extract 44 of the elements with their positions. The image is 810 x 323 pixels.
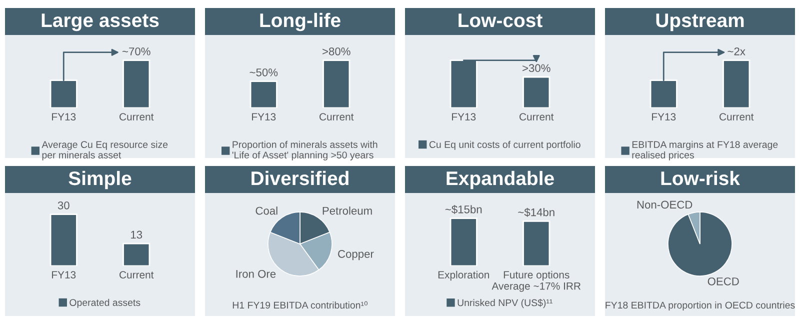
- x-tick-label: Current: [520, 113, 554, 121]
- x-tick-label: FY13: [52, 113, 76, 121]
- x-tick-label: FY13: [52, 271, 76, 279]
- x-tick-label: Current: [120, 271, 154, 279]
- text: ~2x: [728, 47, 746, 56]
- slice-label: OECD: [708, 277, 739, 286]
- legend-label: Operated assets: [70, 298, 140, 308]
- text: ~$15bn: [445, 205, 482, 214]
- chart-title: Low-risk: [661, 170, 740, 186]
- slice-label: Coal: [256, 206, 278, 215]
- chart-title: Simple: [68, 170, 132, 190]
- text: ~50%: [250, 68, 278, 76]
- pie-slice: [668, 212, 732, 276]
- chart-title: Expandable: [446, 170, 554, 190]
- x-tick-label: Current: [120, 113, 154, 121]
- chart-title: Large assets: [42, 14, 159, 32]
- slice-label: Non-OECD: [637, 200, 692, 209]
- x-tick-label: FY13: [252, 113, 276, 121]
- chart-title: Low-cost: [458, 14, 542, 28]
- text: ~70%: [122, 47, 150, 56]
- x-tick-label: Current: [720, 113, 754, 121]
- legend-label: Cu Eq unit costs of current portfolio: [429, 140, 580, 150]
- legend-label: Proportion of minerals assets with 'Life of Asset' planning >50 years: [232, 140, 378, 160]
- slice-label: Petroleum: [322, 206, 372, 215]
- text: FY18 EBITDA proportion in OECD countries: [606, 301, 795, 311]
- chart-title: Upstream: [656, 14, 744, 32]
- x-tick-label: FY13: [652, 113, 676, 121]
- x-tick-label: Exploration: [438, 270, 490, 281]
- chart-title: Long-life: [260, 12, 340, 32]
- data-label: 30: [58, 201, 70, 210]
- x-tick-label: Future options Average ~17% IRR: [492, 270, 581, 292]
- text: >80%: [322, 47, 350, 56]
- text: H1 FY19 EBITDA contribution¹⁰: [232, 301, 368, 309]
- x-tick-label: Current: [320, 113, 354, 121]
- text: ~$14bn: [518, 208, 554, 217]
- legend-label: Average Cu Eq resource size per minerals asset: [42, 140, 168, 160]
- legend-label: Unrisked NPV (US$)¹¹: [458, 298, 552, 308]
- text: >30%: [522, 64, 550, 72]
- x-tick-label: FY13: [452, 113, 476, 121]
- slice-label: Copper: [338, 250, 374, 260]
- data-label: 13: [131, 230, 142, 239]
- legend-label: EBITDA margins at FY18 average realised prices: [632, 140, 778, 160]
- slice-label: Iron Ore: [236, 270, 276, 278]
- chart-title: Diversified: [252, 170, 348, 186]
